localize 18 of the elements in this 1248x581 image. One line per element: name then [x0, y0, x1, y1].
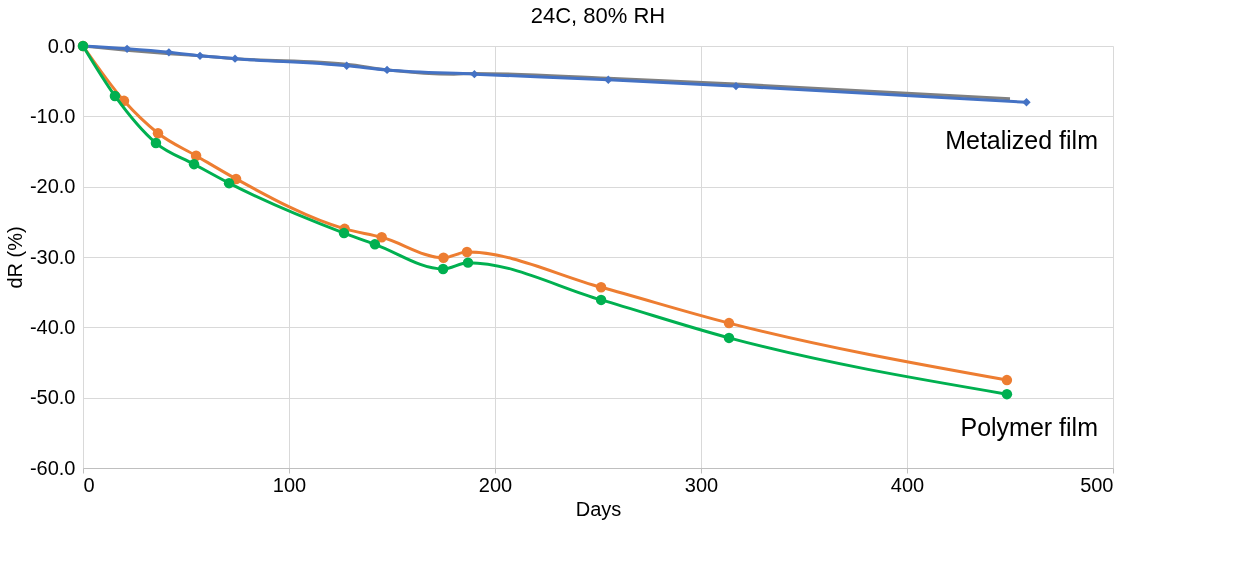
x-tick-label: 100 [272, 473, 307, 496]
x-tick-label: 400 [890, 473, 925, 496]
y-tick-label: -30.0 [29, 245, 76, 268]
chart-title: 24C, 80% RH [530, 3, 666, 28]
annotation: Metalized film [945, 126, 1098, 154]
x-axis-title: Days [575, 497, 622, 520]
y-tick-label: -50.0 [29, 386, 76, 409]
y-tick-label: -40.0 [29, 315, 76, 338]
x-tick-label: 200 [478, 473, 513, 496]
y-tick-label: 0.0 [47, 34, 76, 57]
y-tick-label: -20.0 [29, 175, 76, 198]
x-tick-label: 500 [1080, 473, 1114, 496]
x-tick-label: 0 [83, 473, 95, 496]
y-tick-label: -60.0 [29, 456, 76, 479]
y-axis-title: dR (%) [3, 226, 26, 289]
x-tick-label: 300 [684, 473, 719, 496]
annotation: Polymer film [960, 413, 1098, 441]
y-tick-label: -10.0 [29, 104, 76, 127]
